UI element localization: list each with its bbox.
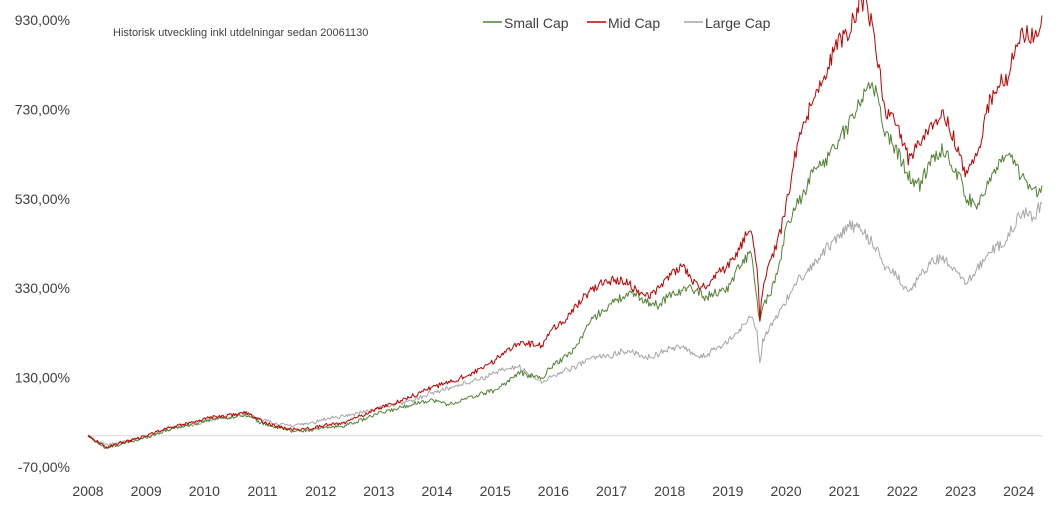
x-axis: 2008 2009 2010 2011 2012 2013 2014 2015 2016 2017…	[72, 483, 1034, 499]
x-tick-label: 2009	[131, 483, 162, 499]
legend-label-small-cap: Small Cap	[504, 15, 569, 31]
y-tick-label: -70,00%	[18, 459, 70, 475]
series-line-mid-cap	[87, 0, 1043, 449]
x-tick-label: 2017	[596, 483, 627, 499]
x-tick-label: 2023	[945, 483, 976, 499]
x-tick-label: 2015	[480, 483, 511, 499]
legend-label-large-cap: Large Cap	[705, 15, 771, 31]
x-tick-label: 2020	[770, 483, 801, 499]
x-tick-label: 2022	[887, 483, 918, 499]
x-tick-label: 2012	[305, 483, 336, 499]
x-tick-label: 2024	[1003, 483, 1034, 499]
y-axis: -70,00% 130,00% 330,00% 530,00% 730,00% 930,0…	[15, 12, 70, 475]
x-tick-label: 2010	[189, 483, 220, 499]
x-tick-label: 2014	[421, 483, 452, 499]
x-tick-label: 2018	[654, 483, 685, 499]
series-line-large-cap	[87, 201, 1043, 447]
x-tick-label: 2019	[712, 483, 743, 499]
legend-label-mid-cap: Mid Cap	[608, 15, 660, 31]
y-tick-label: 930,00%	[15, 12, 70, 28]
y-tick-label: 330,00%	[15, 280, 70, 296]
series-line-small-cap	[87, 82, 1043, 449]
legend: Small Cap Mid Cap Large Cap	[483, 15, 771, 31]
y-tick-label: 730,00%	[15, 101, 70, 117]
x-tick-label: 2008	[72, 483, 103, 499]
x-tick-label: 2021	[829, 483, 860, 499]
y-tick-label: 530,00%	[15, 191, 70, 207]
x-tick-label: 2016	[538, 483, 569, 499]
x-tick-label: 2013	[363, 483, 394, 499]
chart-subtitle: Historisk utveckling inkl utdelningar se…	[113, 27, 368, 39]
series-layer	[87, 0, 1043, 449]
y-tick-label: 130,00%	[15, 370, 70, 386]
x-tick-label: 2011	[247, 483, 277, 499]
